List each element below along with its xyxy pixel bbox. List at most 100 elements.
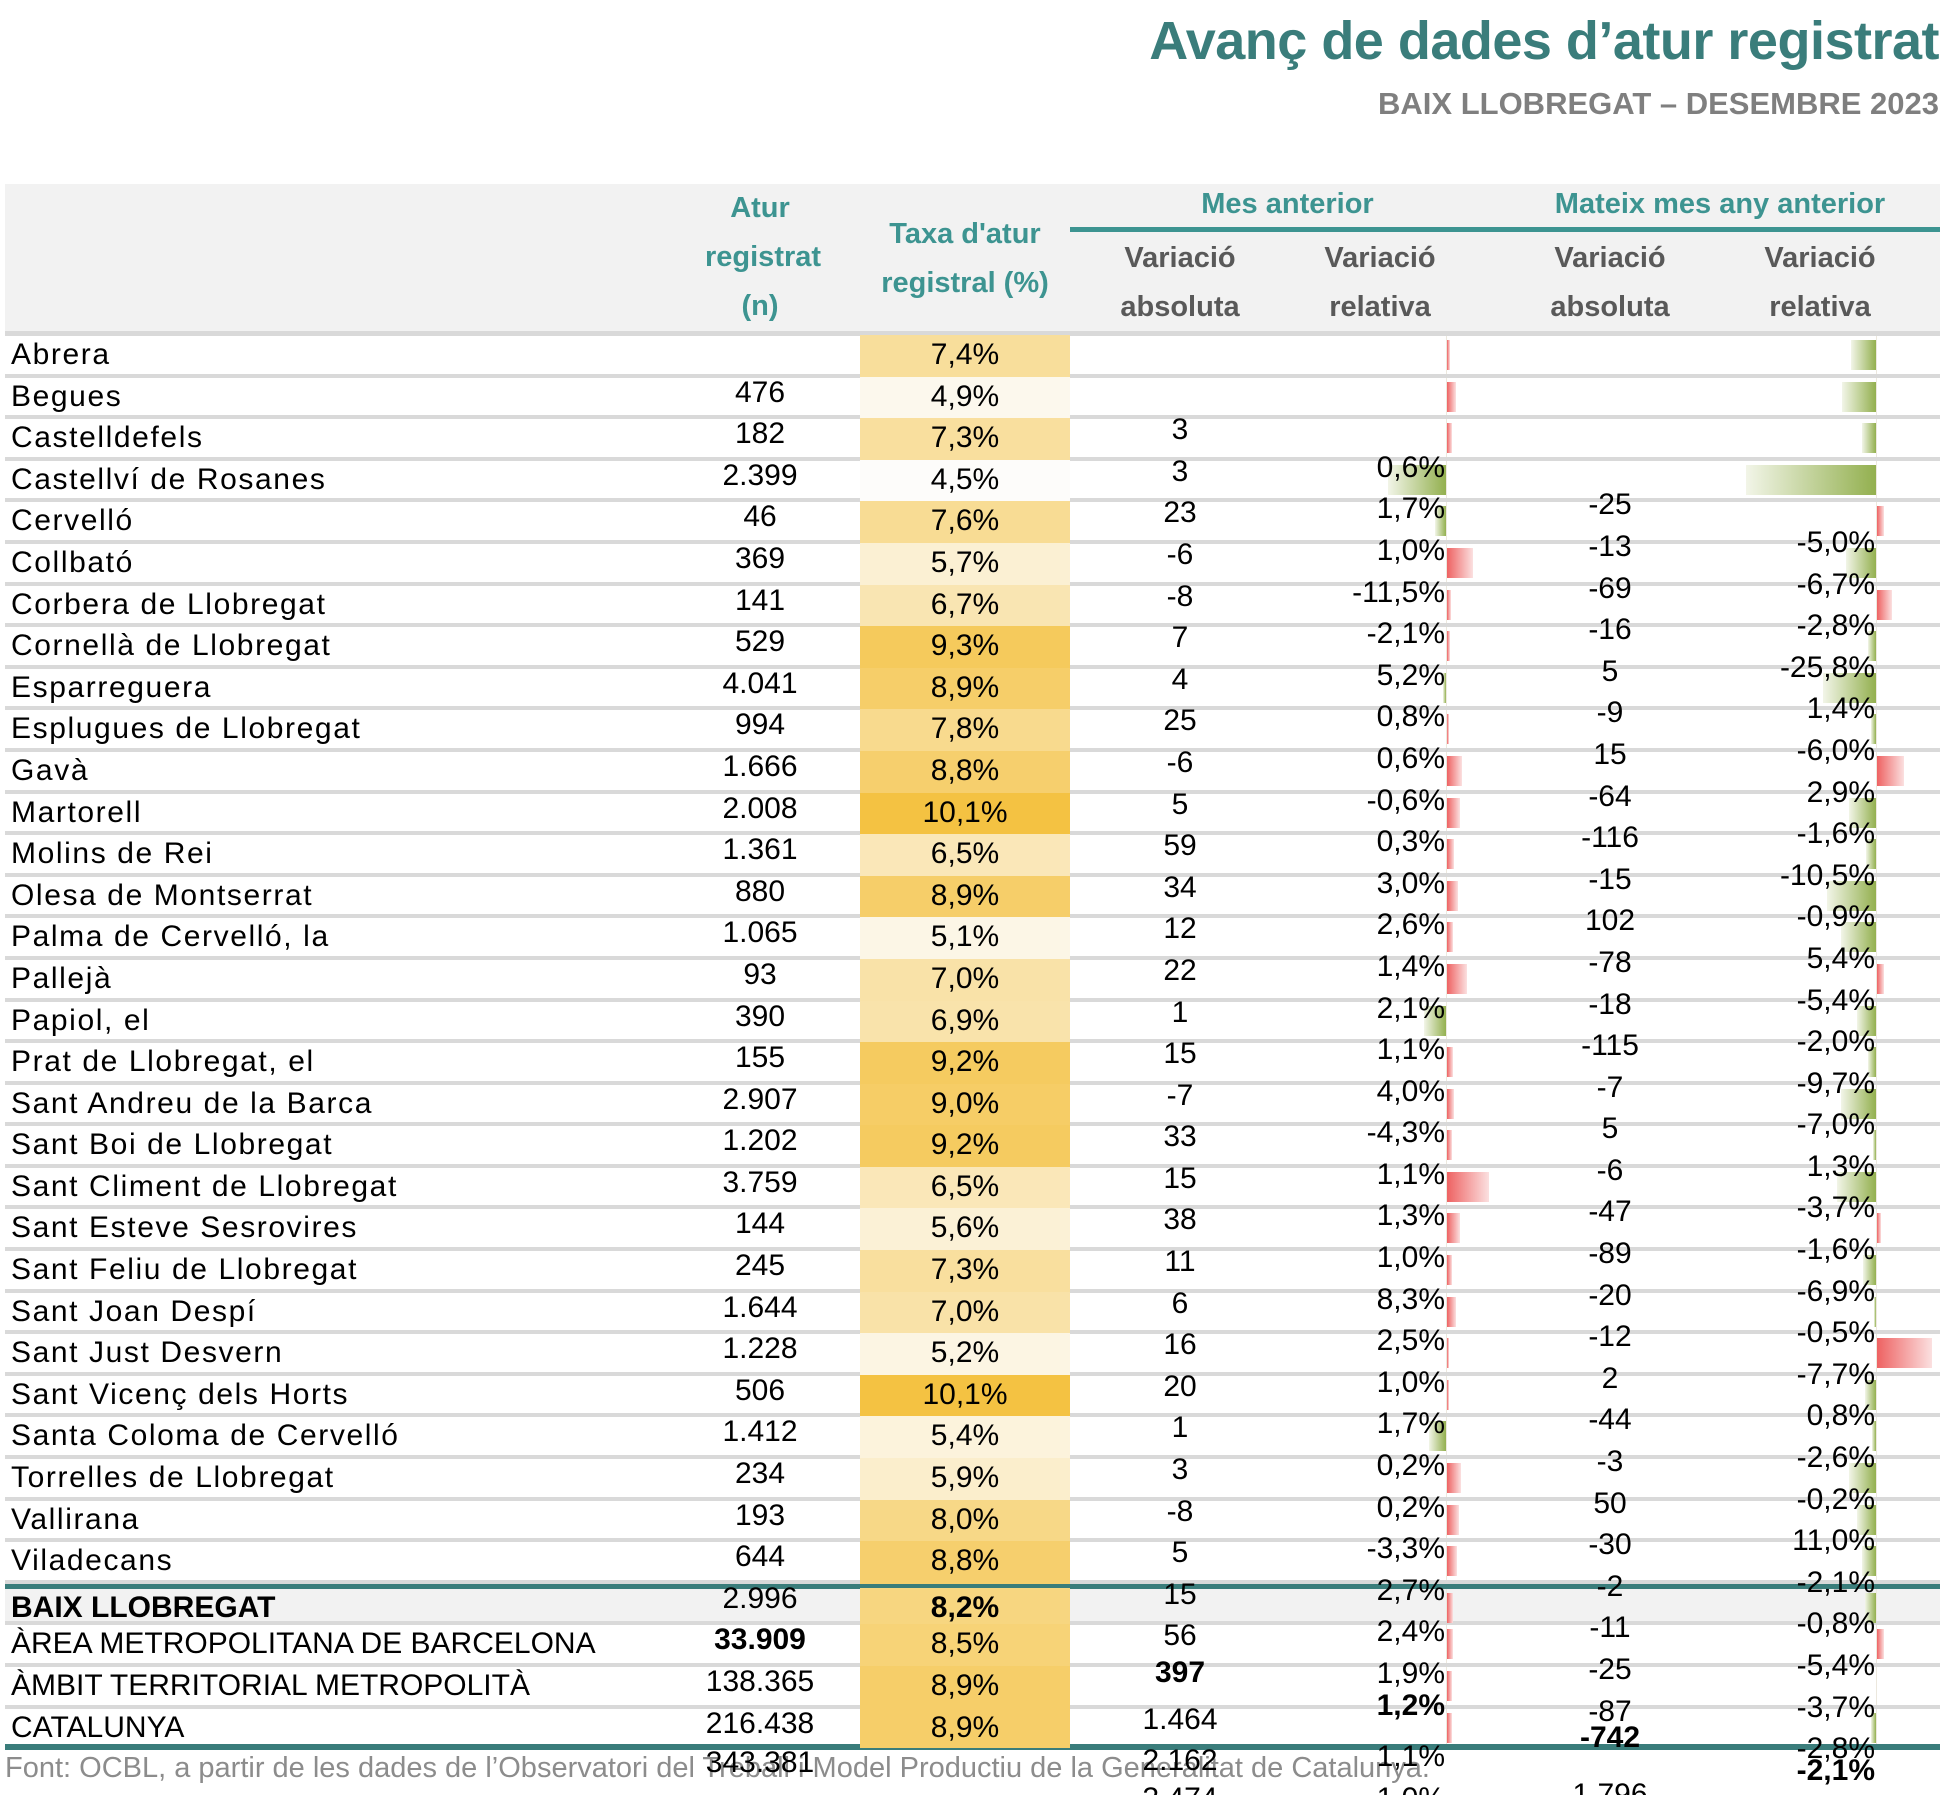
prev-year-rel-change: -2,8% <box>1796 609 1875 643</box>
municipality-name: Prat de Llobregat, el <box>11 1045 315 1079</box>
positive-data-bar <box>1877 506 1885 537</box>
header-prev-year-abs: Variació absoluta <box>1535 234 1685 332</box>
prev-year-abs-change: -18 <box>1588 987 1632 1021</box>
bar-axis <box>1446 1417 1447 1456</box>
positive-data-bar <box>1447 880 1458 911</box>
unemployed-count: 1.644 <box>722 1290 798 1324</box>
unemployment-rate-cell: 8,2% <box>860 1587 1070 1626</box>
bar-axis <box>1876 1708 1877 1745</box>
prev-year-rel-change: -7,7% <box>1796 1357 1875 1391</box>
table-row: Viladecans 2.996 8,8% 56 1,9% -87 -2,8% <box>5 1541 1940 1765</box>
municipality-name: Torrelles de Llobregat <box>11 1461 335 1495</box>
prev-month-rel-change: -0,6% <box>1366 783 1445 817</box>
table-row: Molins de Rei 880 6,5% 12 1,4% -18 -2,0% <box>5 834 1940 1058</box>
prev-month-abs-change: 1 <box>1171 995 1189 1029</box>
negative-data-bar <box>1837 1171 1876 1202</box>
bar-axis <box>1876 1667 1877 1705</box>
negative-data-bar <box>1865 1379 1876 1410</box>
bar-axis <box>1446 1708 1447 1745</box>
negative-data-bar <box>1857 1005 1876 1036</box>
prev-month-rel-change: 1,7% <box>1376 1407 1445 1441</box>
positive-data-bar <box>1447 1088 1454 1119</box>
source-note: Font: OCBL, a partir de les dades de l’O… <box>5 1752 1430 1784</box>
rate-heat-fill <box>860 875 1070 919</box>
negative-data-bar <box>1867 1047 1876 1078</box>
unemployed-count: 644 <box>734 1540 786 1574</box>
prev-year-rel-change: -0,5% <box>1796 1316 1875 1350</box>
municipality-name: Castellví de Rosanes <box>11 462 327 496</box>
prev-year-rel-change: -3,7% <box>1796 1191 1875 1225</box>
unemployment-rate: 6,9% <box>930 1003 1000 1037</box>
negative-data-bar <box>1862 1255 1876 1286</box>
table-row: Santa Coloma de Cervelló 234 5,4% -8 -3,3% -2… <box>5 1416 1940 1640</box>
prev-month-rel-change: 2,6% <box>1376 908 1445 942</box>
unemployed-count: 193 <box>734 1498 786 1532</box>
table-row: Esparreguera 994 8,9% -6 -0,6% -116 -10,5% <box>5 667 1940 892</box>
unemployed-count: 506 <box>734 1373 786 1407</box>
bar-axis <box>1876 1417 1877 1456</box>
prev-year-rel-change: 1,4% <box>1806 692 1875 726</box>
unemployment-rate: 10,1% <box>922 795 1008 829</box>
prev-month-abs-change: -8 <box>1166 579 1194 613</box>
prev-year-abs-change: 5 <box>1601 654 1619 688</box>
prev-month-rel-change: 0,6% <box>1376 450 1445 484</box>
municipality-name: Martorell <box>11 795 143 829</box>
table-header: Atur registrat (n) Taxa d'atur registral… <box>5 184 1940 336</box>
bar-axis <box>1446 460 1447 499</box>
rate-heat-fill <box>860 1000 1070 1044</box>
municipality-name: Molins de Rei <box>11 837 214 871</box>
municipality-name: Sant Joan Despí <box>11 1294 257 1328</box>
bar-axis <box>1446 1334 1447 1372</box>
prev-year-abs-change: -78 <box>1588 945 1632 979</box>
prev-year-abs-change: -15 <box>1588 862 1632 896</box>
municipality-name: Cervelló <box>11 504 134 538</box>
negative-data-bar <box>1429 1421 1446 1452</box>
unemployed-count: 390 <box>734 999 786 1033</box>
table-row: ÀREA METROPOLITANA DE BARCELONA 138.365 8,… <box>5 1624 1940 1795</box>
prev-month-rel-change: 0,3% <box>1376 825 1445 859</box>
negative-data-bar <box>1871 1712 1876 1743</box>
rate-heat-fill <box>860 1291 1070 1335</box>
header-label: Variació <box>1124 242 1236 274</box>
unemployment-rate: 8,9% <box>930 878 1000 912</box>
rate-heat-fill <box>860 542 1070 586</box>
bar-axis <box>1876 668 1877 707</box>
positive-data-bar <box>1447 1296 1456 1327</box>
bar-axis <box>1876 1542 1877 1580</box>
rate-heat-fill <box>860 1624 1070 1667</box>
bar-axis <box>1446 336 1447 374</box>
negative-data-bar <box>1823 672 1876 703</box>
rate-heat-fill <box>860 1208 1070 1252</box>
table-row: Corbera de Llobregat 529 6,7% 4 0,8% 15 2,9% <box>5 584 1940 809</box>
municipality-name: Sant Boi de Llobregat <box>11 1128 334 1162</box>
rate-heat-fill <box>860 1458 1070 1501</box>
prev-month-abs-change: 7 <box>1171 621 1189 655</box>
prev-year-rel-change: -0,9% <box>1796 900 1875 934</box>
prev-year-abs-change: 2 <box>1601 1361 1619 1395</box>
prev-year-abs-change: -7 <box>1596 1070 1624 1104</box>
header-prev-month-abs: Variació absoluta <box>1105 234 1255 332</box>
unemployment-rate: 5,7% <box>930 545 1000 579</box>
header-label: Variació <box>1554 242 1666 274</box>
unemployment-rate-cell: 8,9% <box>860 1707 1070 1749</box>
table-row: Sant Andreu de la Barca 1.202 9,0% 15 1,3% -8… <box>5 1083 1940 1308</box>
prev-month-abs-change: 15 <box>1163 1577 1197 1611</box>
prev-month-abs-change: -6 <box>1166 537 1194 571</box>
table-row: Martorell 1.361 10,1% 34 2,6% -78 -5,4% <box>5 792 1940 1017</box>
positive-data-bar <box>1447 839 1455 870</box>
prev-year-rel-change: -5,4% <box>1796 983 1875 1017</box>
prev-year-abs-change: -2 <box>1596 1569 1624 1603</box>
prev-year-rel-change: -2,1% <box>1796 1753 1875 1787</box>
bar-axis <box>1446 1084 1447 1123</box>
table-row: Sant Just Desvern 506 5,2% 1 0,2% 50 11,0% <box>5 1333 1940 1557</box>
unemployed-count: 2.996 <box>722 1581 798 1615</box>
bar-axis <box>1876 918 1877 956</box>
prev-month-abs-change: -8 <box>1166 1494 1194 1528</box>
positive-data-bar <box>1447 1255 1453 1286</box>
unemployment-rate: 9,2% <box>930 1128 1000 1162</box>
prev-month-abs-change: 1 <box>1171 1411 1189 1445</box>
table-row: Vallirana 644 8,0% 15 2,4% -25 -3,7% <box>5 1499 1940 1724</box>
bar-axis <box>1876 793 1877 832</box>
unemployment-rate-cell: 5,9% <box>860 1458 1070 1501</box>
header-label: absoluta <box>1120 291 1240 323</box>
